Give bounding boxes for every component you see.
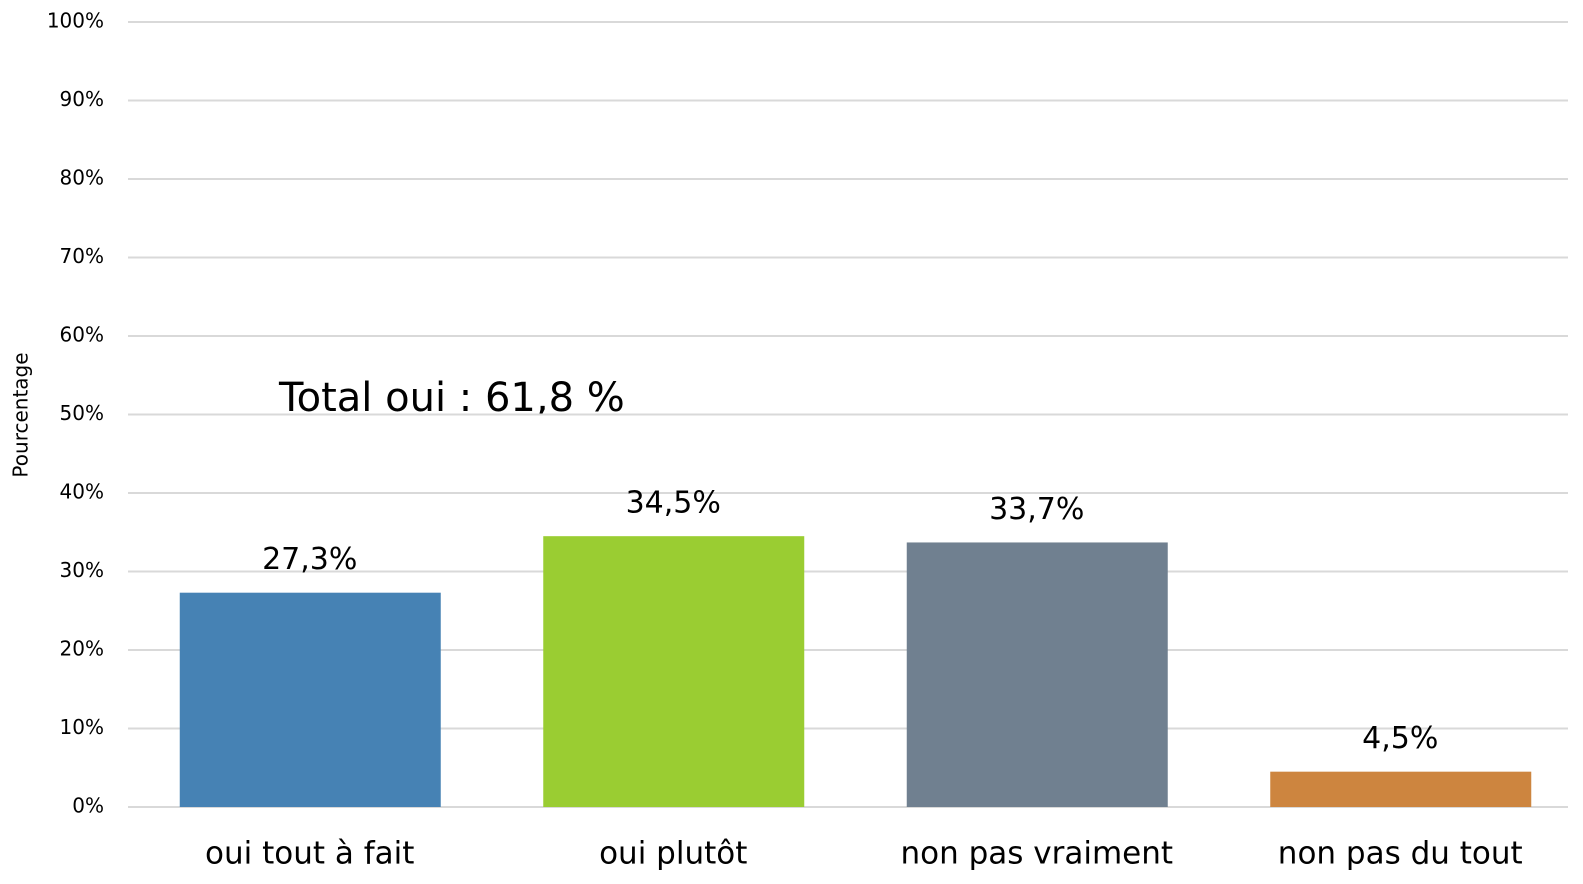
bar bbox=[179, 592, 441, 807]
y-tick-label: 70% bbox=[60, 244, 104, 268]
value-label: 34,5% bbox=[626, 486, 721, 521]
y-tick-label: 90% bbox=[60, 87, 104, 111]
y-tick-label: 60% bbox=[60, 323, 104, 347]
bar bbox=[906, 542, 1168, 807]
y-tick-label: 20% bbox=[60, 637, 104, 661]
y-tick-label: 0% bbox=[72, 794, 104, 818]
y-tick-label: 10% bbox=[60, 715, 104, 739]
x-tick-label: oui plutôt bbox=[599, 836, 747, 872]
value-label: 27,3% bbox=[262, 542, 357, 577]
bar bbox=[1270, 771, 1532, 807]
y-tick-label: 50% bbox=[60, 401, 104, 425]
y-tick-label: 100% bbox=[47, 9, 104, 33]
x-tick-label: oui tout à fait bbox=[205, 836, 414, 872]
x-tick-label: non pas vraiment bbox=[900, 836, 1173, 872]
bar bbox=[543, 536, 805, 807]
y-tick-label: 30% bbox=[60, 558, 104, 582]
value-label: 33,7% bbox=[989, 492, 1084, 527]
y-tick-label: 40% bbox=[60, 480, 104, 504]
y-axis-label: Pourcentage bbox=[9, 352, 33, 477]
annotation: Total oui : 61,8 % bbox=[278, 375, 625, 421]
y-tick-label: 80% bbox=[60, 166, 104, 190]
value-label: 4,5% bbox=[1362, 721, 1438, 756]
x-tick-label: non pas du tout bbox=[1278, 836, 1523, 872]
